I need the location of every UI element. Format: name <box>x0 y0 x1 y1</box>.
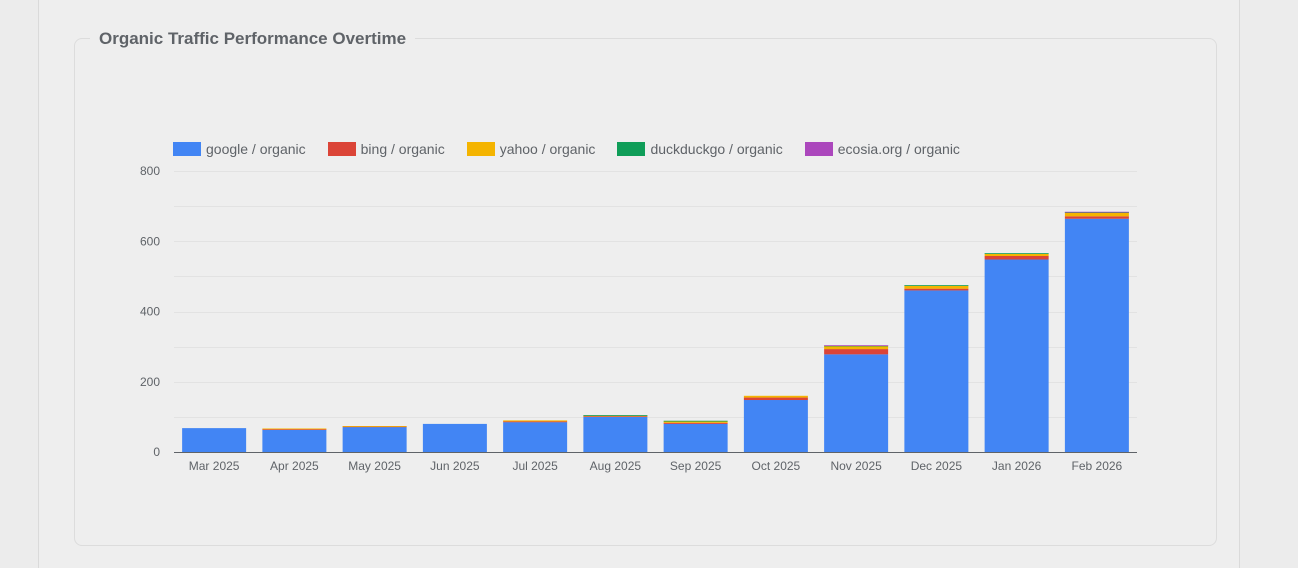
bar-segment <box>663 423 728 452</box>
bar-segment <box>1064 216 1129 219</box>
y-tick-label: 600 <box>140 234 160 248</box>
bar-segment <box>422 423 487 452</box>
chart-card <box>74 38 1217 546</box>
legend-label: duckduckgo / organic <box>650 141 783 157</box>
bar-segment <box>904 290 969 452</box>
bar-segment <box>663 422 728 424</box>
bar-segment <box>984 253 1049 254</box>
bar-segment <box>583 415 648 416</box>
bar-segment <box>663 421 728 423</box>
x-tick-label: Apr 2025 <box>270 459 319 473</box>
x-tick-label: Jul 2025 <box>512 459 558 473</box>
bar-segment <box>342 427 407 452</box>
bar-segment <box>663 420 728 422</box>
bar-segment <box>583 416 648 453</box>
legend-swatch <box>327 142 356 156</box>
bar-segment <box>503 420 568 422</box>
bar-segment <box>824 349 889 355</box>
bar-segment <box>743 397 808 401</box>
bar-segment <box>984 256 1049 260</box>
legend-label: yahoo / organic <box>499 141 596 157</box>
bar-segment <box>342 426 407 427</box>
bar-segment <box>743 395 808 398</box>
legend-swatch <box>804 142 833 156</box>
bar-segment <box>824 354 889 452</box>
bar-segment <box>824 345 889 350</box>
legend-item[interactable]: google / organic <box>173 141 306 157</box>
bar-segment <box>904 285 969 289</box>
legend-swatch <box>173 142 201 156</box>
legend-item[interactable]: yahoo / organic <box>466 141 596 157</box>
bar-segment <box>262 428 327 430</box>
x-tick-label: Sep 2025 <box>670 459 722 473</box>
x-tick-label: Jan 2026 <box>992 459 1042 473</box>
legend-label: bing / organic <box>360 141 445 157</box>
bar-segment <box>262 429 327 452</box>
x-tick-label: Aug 2025 <box>590 459 642 473</box>
legend-swatch <box>466 142 495 156</box>
x-tick-label: Feb 2026 <box>1072 459 1123 473</box>
legend-item[interactable]: duckduckgo / organic <box>617 141 783 157</box>
bar-segment <box>583 416 648 417</box>
bar-segment <box>984 253 1049 256</box>
bar-segment <box>503 422 568 452</box>
chart-title: Organic Traffic Performance Overtime <box>90 26 416 52</box>
bar-segment <box>1064 218 1129 452</box>
bar-segment <box>904 285 969 286</box>
x-tick-label: Mar 2025 <box>189 459 240 473</box>
legend-item[interactable]: ecosia.org / organic <box>804 141 960 157</box>
legend-label: google / organic <box>206 141 306 157</box>
bar-segment <box>182 428 247 452</box>
bar-segment <box>743 400 808 452</box>
y-tick-label: 200 <box>140 375 160 389</box>
legend-label: ecosia.org / organic <box>837 141 960 157</box>
x-tick-label: May 2025 <box>348 459 401 473</box>
bar-segment <box>824 345 889 347</box>
x-tick-label: Oct 2025 <box>752 459 801 473</box>
bar-segment <box>503 421 568 423</box>
chart-legend: google / organic bing / organic yahoo / or… <box>173 140 982 158</box>
bar-segment <box>904 288 969 291</box>
y-tick-label: 400 <box>140 305 160 319</box>
y-tick-label: 800 <box>140 164 160 178</box>
bar-segment <box>262 429 327 430</box>
bar-segment <box>1064 211 1129 213</box>
bar-segment <box>1064 212 1129 217</box>
y-tick-label: 0 <box>153 445 160 459</box>
legend-swatch <box>617 142 646 156</box>
legend-item[interactable]: bing / organic <box>327 141 445 157</box>
x-tick-label: Dec 2025 <box>911 459 963 473</box>
bar-segment <box>984 259 1049 452</box>
x-tick-label: Nov 2025 <box>830 459 882 473</box>
x-tick-label: Jun 2025 <box>430 459 480 473</box>
